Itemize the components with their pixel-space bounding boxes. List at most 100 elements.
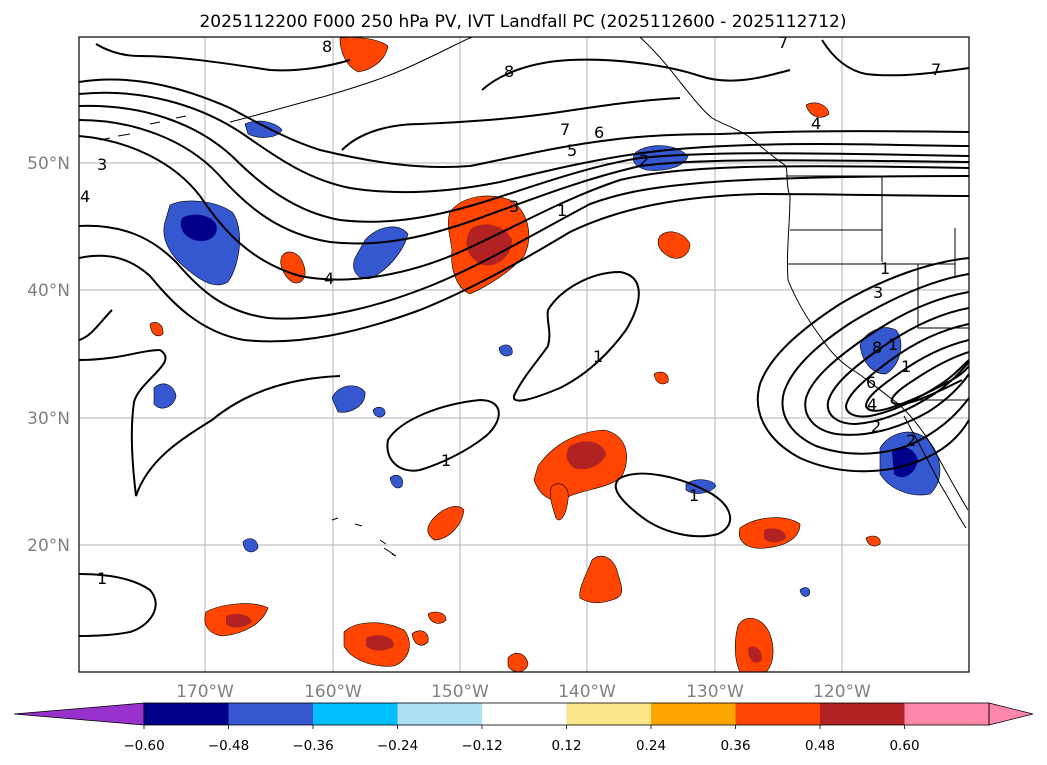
colorbar-tick-label: −0.48 (208, 738, 249, 754)
contour-label: 3 (97, 155, 107, 174)
alaska-panhandle-coastline (639, 37, 749, 137)
pv-positive-core (764, 528, 786, 543)
pv-positive-area (805, 102, 830, 118)
map-frame (78, 36, 970, 673)
contour-label: 1 (901, 357, 911, 376)
pv-negative-area (799, 587, 810, 597)
contour-label: 3 (873, 283, 883, 302)
pv-positive-area (653, 371, 669, 385)
contour-label: 7 (560, 120, 570, 139)
contour-line (864, 339, 969, 412)
colorbar-segment (144, 703, 229, 725)
pv-negative-area (242, 538, 259, 553)
contour-line (79, 91, 969, 194)
contour-line (386, 398, 500, 472)
pv-positive-area (657, 231, 691, 259)
lon-label-130w: 130°W (686, 682, 744, 702)
lat-label-40n: 40°N (27, 281, 70, 301)
colorbar-extend-high (988, 702, 1034, 726)
colorbar-tick-label: −0.24 (377, 738, 418, 754)
contour-line (79, 119, 969, 245)
contour-labels: 3 4 4 8 8 7 6 5 3 1 2 7 7 4 1 1 1 1 1 3 (80, 33, 941, 588)
colorbar-tick-label: 0.48 (805, 738, 835, 754)
colorbar-extend-low (13, 702, 145, 726)
colorbar-segment (820, 703, 905, 725)
contour-line (341, 97, 681, 151)
contour-label: 8 (872, 338, 882, 357)
lat-label-30n: 30°N (27, 409, 70, 429)
contour-line (781, 273, 969, 455)
figure-title: 2025112200 F000 250 hPa PV, IVT Landfall… (199, 12, 846, 32)
colorbar-segment (904, 703, 989, 725)
contour-label: 2 (871, 417, 881, 436)
lat-label-50n: 50°N (27, 154, 70, 174)
contour-label: 1 (557, 201, 567, 220)
contour-line (79, 175, 969, 320)
contour-line (79, 135, 969, 281)
pv-positive-area (507, 652, 529, 672)
contour-label: 6 (866, 373, 876, 392)
pv-positive-core (466, 224, 512, 266)
contour-line (79, 78, 969, 169)
pv-positive-core (566, 441, 606, 470)
contour-line (614, 472, 731, 538)
contour-label: 3 (509, 197, 519, 216)
contour-line (95, 43, 351, 72)
ivt-contours (79, 39, 969, 637)
contour-label: 4 (80, 187, 90, 206)
colorbar-ticks (143, 725, 905, 729)
colorbar-tick-label: 0.36 (720, 738, 750, 754)
colorbar-tick-label: −0.60 (123, 738, 164, 754)
contour-label: 8 (322, 37, 332, 56)
contour-label: 6 (594, 123, 604, 142)
colorbar-tick-label: 0.24 (636, 738, 666, 754)
colorbar-tick-label: −0.36 (292, 738, 333, 754)
contour-label: 5 (567, 141, 577, 160)
contour-line (79, 192, 969, 343)
contour-line (130, 349, 341, 497)
contour-label: 1 (97, 569, 107, 588)
pv-negative-area (153, 383, 177, 409)
colorbar: −0.60 −0.48 −0.36 −0.24 −0.12 0.12 0.24 … (13, 702, 1034, 754)
hawaii-islands (331, 517, 397, 557)
contour-label: 1 (888, 335, 898, 354)
colorbar-tick-label: 0.60 (889, 738, 919, 754)
lon-label-160w: 160°W (304, 682, 362, 702)
map-background (79, 37, 969, 672)
pv-positive-area (550, 483, 569, 521)
contour-line (481, 58, 791, 91)
contour-label: 7 (778, 33, 788, 52)
map-panel: 3 4 4 8 8 7 6 5 3 1 2 7 7 4 1 1 1 1 1 3 (78, 33, 970, 673)
colorbar-segment (397, 703, 482, 725)
contour-line (513, 270, 640, 402)
colorbar-segment (482, 703, 567, 725)
contour-line (756, 257, 969, 473)
pv-positive-area (411, 630, 429, 646)
pv-positive-area (427, 611, 447, 624)
pv-positive-area (149, 322, 164, 337)
pv-positive-area (865, 535, 881, 547)
contour-label: 4 (811, 114, 821, 133)
contour-label: 4 (867, 395, 877, 414)
contour-label: 1 (441, 451, 451, 470)
pv-positive-area (579, 555, 623, 604)
contour-line (844, 323, 969, 418)
contour-line (79, 104, 969, 223)
pv-negative-area (389, 474, 403, 489)
pv-negative-area (372, 406, 386, 418)
contour-line (79, 309, 161, 361)
pv-positive-core (366, 635, 394, 651)
contour-line (79, 573, 157, 637)
contour-label: 1 (593, 347, 603, 366)
pv-negative-area (685, 479, 717, 494)
pv-positive-area (339, 37, 389, 73)
contour-label: 2 (906, 431, 916, 450)
alaska-coastline (229, 37, 473, 123)
contour-label: 7 (931, 60, 941, 79)
pv-negative-area (244, 120, 283, 138)
pv-positive-area (734, 617, 774, 672)
contour-label: 4 (324, 269, 334, 288)
us-west-coastline (786, 195, 969, 511)
colorbar-segment (228, 703, 313, 725)
contour-line (821, 39, 969, 77)
